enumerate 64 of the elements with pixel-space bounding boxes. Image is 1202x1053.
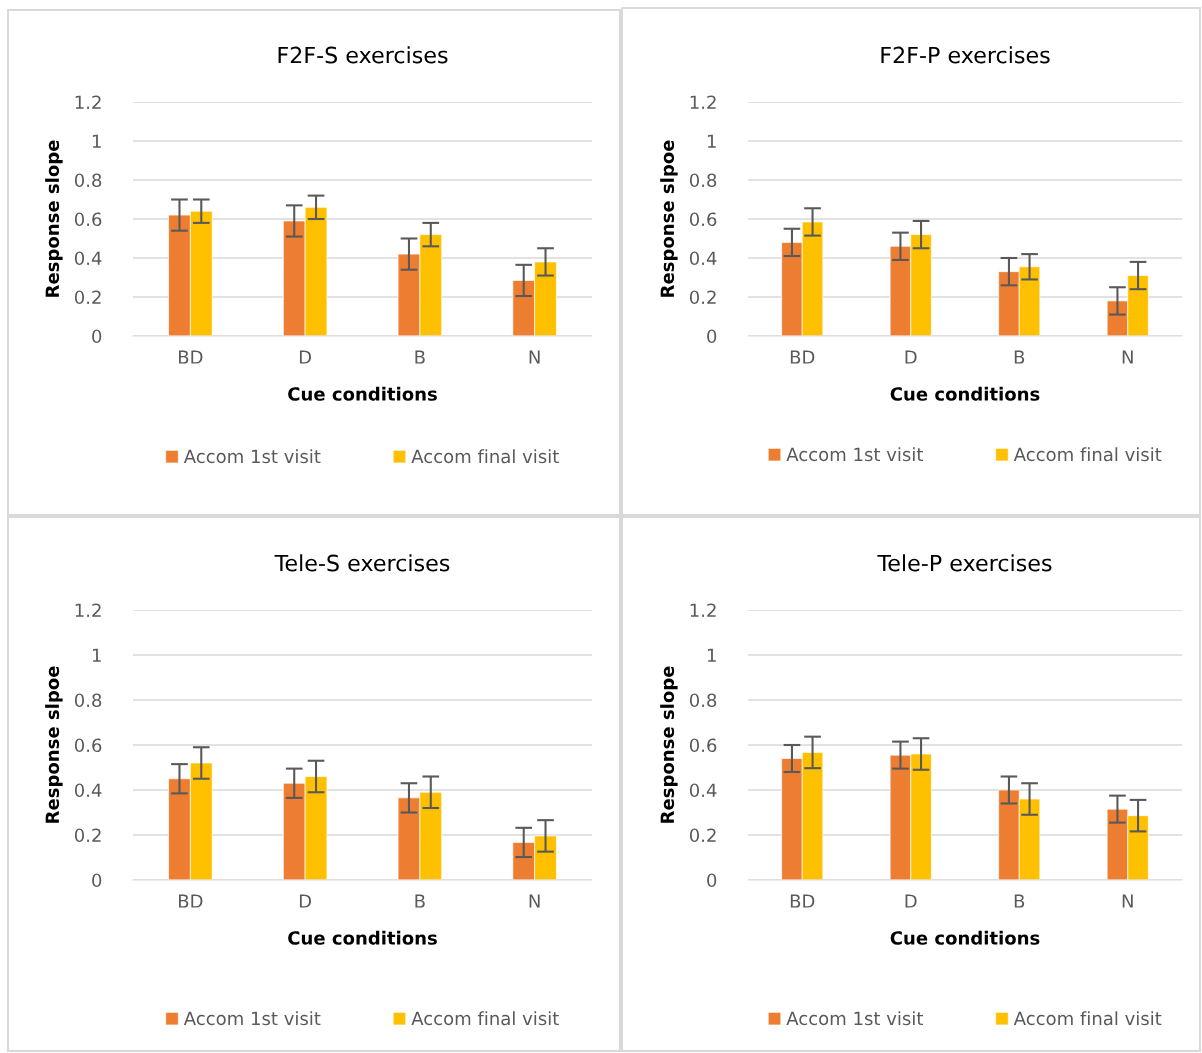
y-tick-label: 0.2 [74,828,101,843]
legend-label: Accom final visit [1013,1011,1162,1026]
legend-label: Accom 1st visit [786,1011,923,1026]
y-tick-label: 0.6 [74,212,102,227]
legend-label: Accom final visit [1013,447,1162,462]
y-tick-label: 0.8 [74,173,102,188]
y-tick-label: 0.6 [74,738,102,753]
x-axis-title: Cue conditions [288,386,437,401]
x-tick-label: B [415,350,425,364]
y-tick-label: 1.2 [75,603,101,617]
x-tick-label: B [415,894,425,908]
y-tick-label: 0 [707,329,717,344]
y-tick-label: 0.2 [689,828,716,843]
y-tick-label: 0.4 [74,783,102,798]
y-axis-title: Response slpoe [45,666,63,823]
y-tick-label: 0.4 [689,251,717,266]
y-tick-label: 0.8 [74,693,102,708]
chart-title: F2F-P exercises [881,46,1050,64]
legend-label: Accom 1st visit [183,449,321,464]
x-axis-title: Cue conditions [288,930,437,945]
chart-title: Tele-P exercises [877,554,1052,572]
y-tick-label: 1 [92,134,101,148]
x-tick-label: B [1014,350,1025,364]
legend-label: Accom 1st visit [183,1011,321,1026]
y-tick-label: 0 [92,329,102,344]
x-tick-label: D [905,894,917,908]
chart-title: F2F-S exercises [278,46,448,64]
y-tick-label: 0.4 [689,783,717,798]
x-axis-title: Cue conditions [890,930,1040,945]
y-tick-label: 1.2 [75,95,101,109]
y-tick-label: 1 [707,648,716,662]
x-tick-label: BD [179,894,203,908]
y-tick-label: 1 [92,648,101,662]
x-tick-label: N [1122,894,1133,908]
x-tick-label: BD [790,350,815,364]
x-tick-label: D [299,894,312,908]
y-tick-label: 0 [92,873,102,888]
x-axis-title: Cue conditions [890,386,1040,401]
y-tick-label: 1.2 [690,95,716,109]
legend-label: Accom final visit [411,449,559,464]
x-tick-label: BD [179,350,203,364]
y-tick-label: 0.2 [74,290,101,305]
x-tick-label: D [905,350,917,364]
y-tick-label: 0.2 [689,290,716,305]
chart-title: Tele-S exercises [274,554,450,572]
y-tick-label: 0.4 [74,251,102,266]
x-tick-label: N [529,350,540,364]
y-axis-title: Response slope [45,140,63,297]
y-tick-label: 1.2 [690,603,716,617]
legend-label: Accom final visit [411,1011,559,1026]
y-tick-label: 0.8 [689,693,717,708]
x-tick-label: N [1122,350,1133,364]
y-tick-label: 1 [707,134,716,148]
legend-label: Accom 1st visit [786,447,923,462]
y-tick-label: 0 [707,873,717,888]
x-tick-label: B [1014,894,1025,908]
x-tick-label: D [299,350,312,364]
y-tick-label: 0.6 [689,738,717,753]
x-tick-label: BD [790,894,815,908]
y-axis-title: Response slope [660,666,678,823]
y-axis-title: Response slpoe [660,140,678,297]
y-tick-label: 0.6 [689,212,717,227]
y-tick-label: 0.8 [689,173,717,188]
x-tick-label: N [529,894,540,908]
